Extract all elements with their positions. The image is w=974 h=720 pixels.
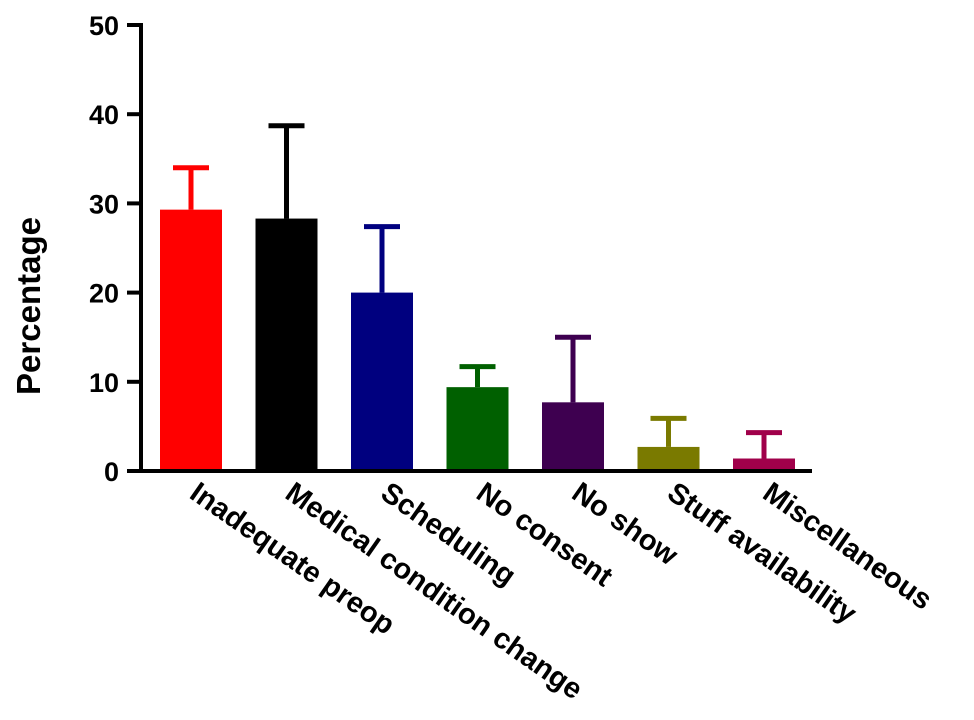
y-tick-label: 0 — [104, 457, 119, 487]
y-tick-label: 20 — [89, 279, 119, 309]
y-axis-title: Percentage — [10, 217, 47, 395]
axes-layer — [127, 23, 812, 473]
bars-layer — [160, 209, 795, 472]
y-tick-label: 10 — [89, 368, 119, 398]
error-bars-layer — [173, 123, 782, 459]
bar — [637, 446, 700, 471]
bar — [160, 209, 222, 472]
y-tick-label: 50 — [89, 11, 119, 41]
bar — [542, 402, 604, 471]
bar — [351, 292, 413, 471]
bar — [733, 458, 795, 471]
bar — [255, 218, 318, 471]
y-tick-label: 40 — [89, 100, 119, 130]
y-tick-label: 30 — [89, 189, 119, 219]
bar — [446, 387, 509, 471]
